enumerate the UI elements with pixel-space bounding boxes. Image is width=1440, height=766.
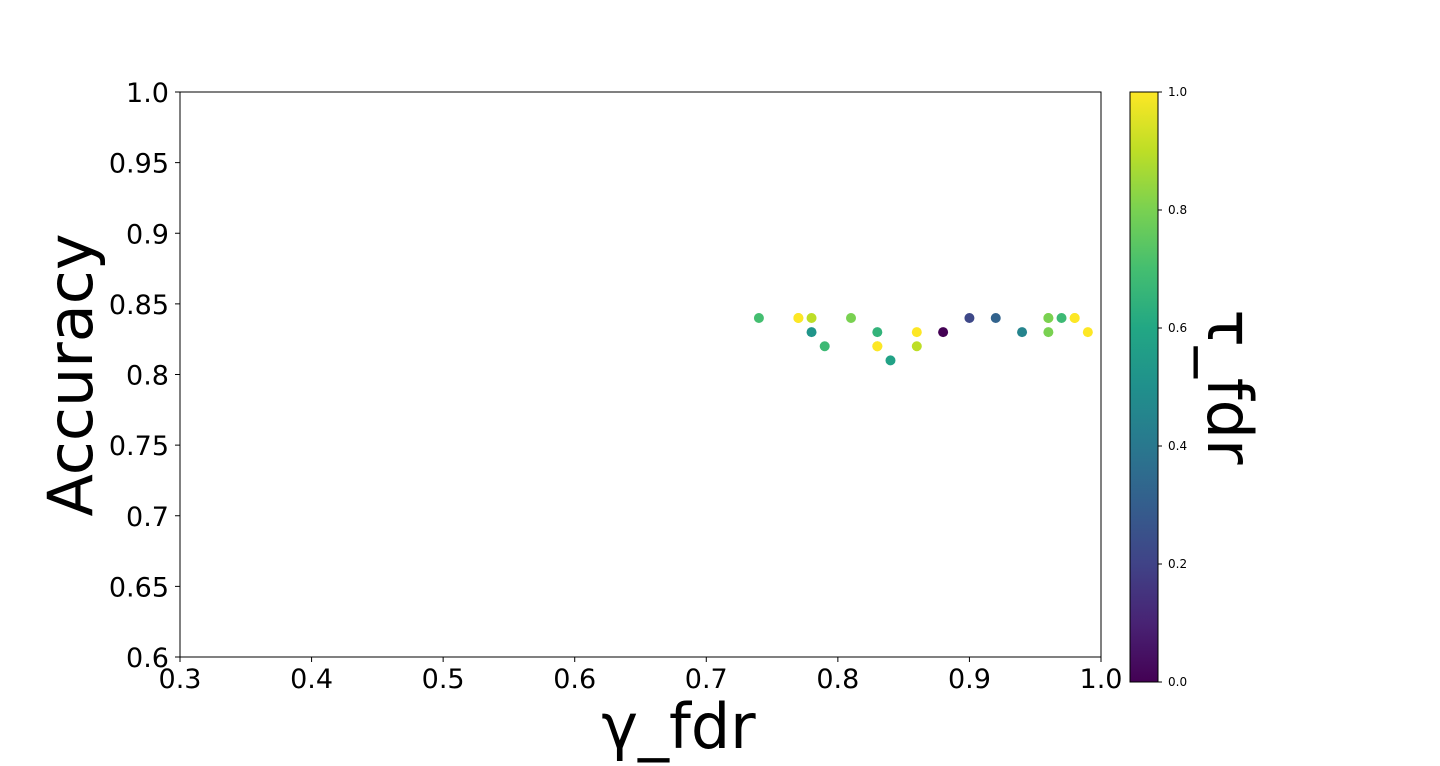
colorbar-tick-label: 0.6 bbox=[1168, 321, 1187, 335]
scatter-point-15 bbox=[990, 313, 1001, 323]
y-axis: 0.6 0.65 0.7 0.75 0.8 0.85 0.9 0.95 1.0 bbox=[109, 78, 180, 674]
scatter-point-19 bbox=[1043, 327, 1054, 338]
scatter-point-23 bbox=[1082, 327, 1093, 338]
colorbar-tick-label: 0.8 bbox=[1168, 203, 1187, 217]
colorbar-tick-label: 1.0 bbox=[1168, 85, 1187, 99]
colorbar-tick-label: 0.4 bbox=[1168, 439, 1187, 453]
scatter-point-18 bbox=[1043, 313, 1054, 323]
y-tick-label: 0.75 bbox=[109, 431, 169, 462]
scatter-point-20 bbox=[1056, 313, 1067, 323]
x-axis-title: γ_fdr bbox=[601, 690, 756, 763]
x-tick-label: 0.6 bbox=[553, 664, 596, 695]
x-tick-label: 0.4 bbox=[290, 664, 333, 695]
scatter-point-12 bbox=[911, 341, 922, 352]
scatter-point-3 bbox=[806, 313, 817, 323]
x-tick-label: 0.9 bbox=[948, 664, 991, 695]
y-tick-label: 0.6 bbox=[126, 643, 169, 674]
y-tick-label: 1.0 bbox=[126, 78, 169, 109]
scatter-point-0 bbox=[753, 313, 764, 323]
scatter-point-2 bbox=[793, 313, 804, 323]
scatter-point-13 bbox=[938, 327, 949, 338]
colorbar-title: τ_fdr bbox=[1193, 310, 1266, 466]
y-tick-label: 0.85 bbox=[109, 290, 169, 321]
x-tick-label: 1.0 bbox=[1080, 664, 1123, 695]
scatter-point-10 bbox=[885, 355, 896, 366]
points-layer bbox=[753, 313, 1093, 366]
y-tick-label: 0.95 bbox=[109, 149, 169, 180]
y-tick-label: 0.65 bbox=[109, 572, 169, 603]
x-tick-label: 0.7 bbox=[685, 664, 728, 695]
plot-area bbox=[179, 91, 1102, 658]
scatter-point-11 bbox=[911, 327, 922, 338]
plot-frame bbox=[179, 91, 1102, 658]
colorbar-tick-label: 0.0 bbox=[1168, 675, 1187, 689]
colorbar: 0.0 0.2 0.4 0.6 0.8 1.0 bbox=[1129, 85, 1187, 689]
y-tick-label: 0.9 bbox=[126, 219, 169, 250]
y-axis-title: Accuracy bbox=[34, 233, 107, 516]
scatter-point-6 bbox=[846, 313, 857, 323]
scatter-point-4 bbox=[806, 327, 817, 338]
colorbar-tick-label: 0.2 bbox=[1168, 557, 1187, 571]
y-tick-label: 0.7 bbox=[126, 502, 169, 533]
x-tick-label: 0.3 bbox=[159, 664, 202, 695]
x-tick-label: 0.5 bbox=[422, 664, 465, 695]
x-tick-label: 0.8 bbox=[816, 664, 859, 695]
scatter-point-16 bbox=[1017, 327, 1028, 338]
scatter-point-9 bbox=[872, 341, 883, 352]
scatter-point-5 bbox=[819, 341, 830, 352]
colorbar-gradient bbox=[1129, 91, 1159, 683]
scatter-point-14 bbox=[964, 313, 975, 323]
scatter-point-22 bbox=[1069, 313, 1080, 323]
y-tick-label: 0.8 bbox=[126, 361, 169, 392]
scatter-point-7 bbox=[872, 327, 883, 338]
x-axis: 0.3 0.4 0.5 0.6 0.7 0.8 0.9 1.0 bbox=[159, 657, 1123, 695]
